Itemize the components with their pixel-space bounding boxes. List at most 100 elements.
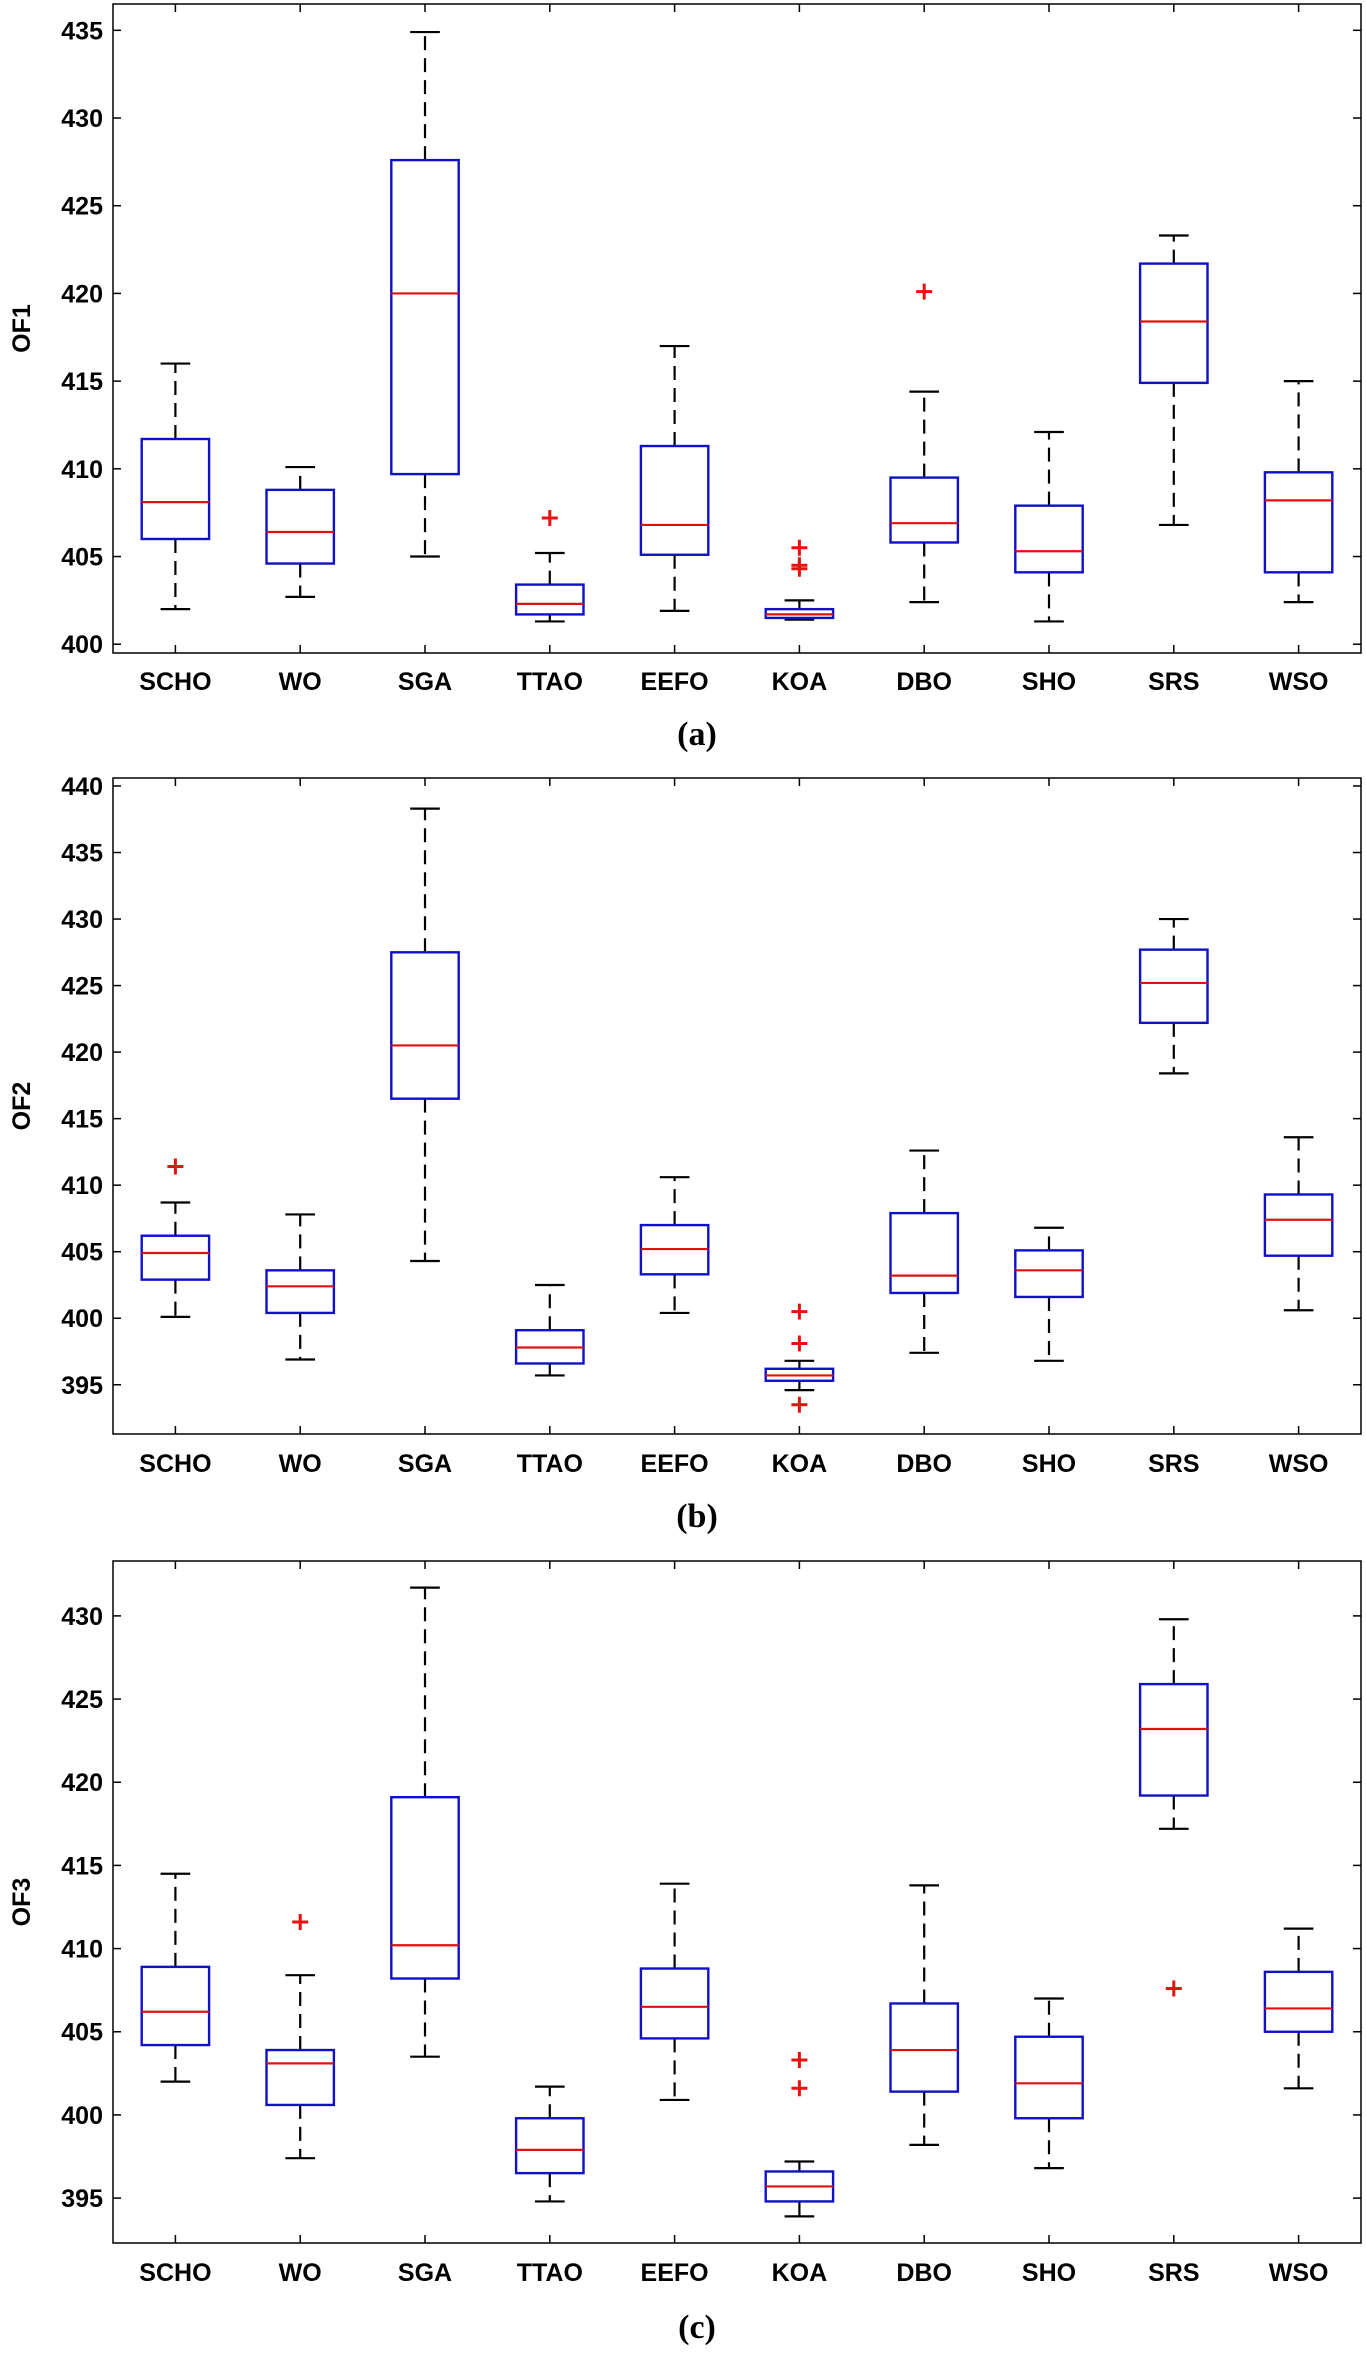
box-eefo bbox=[639, 1882, 710, 2102]
iqr-box bbox=[889, 2002, 960, 2093]
iqr-box bbox=[390, 158, 460, 476]
y-tick-label: 415 bbox=[61, 1106, 103, 1134]
iqr-box bbox=[1263, 1970, 1334, 2033]
box-ttao bbox=[514, 2085, 585, 2203]
y-tick-label: 420 bbox=[61, 1769, 103, 1797]
iqr-box bbox=[265, 488, 336, 565]
x-tick-label-dbo: DBO bbox=[896, 1450, 952, 1478]
x-tick-label-sga: SGA bbox=[398, 668, 452, 696]
y-tick-label: 425 bbox=[61, 1686, 103, 1714]
y-tick-label: 400 bbox=[61, 1305, 103, 1333]
box-koa bbox=[764, 2052, 835, 2218]
y-tick-label: 435 bbox=[61, 840, 103, 868]
y-tick-label: 430 bbox=[61, 105, 103, 133]
x-tick-label-scho: SCHO bbox=[139, 2259, 211, 2287]
iqr-box bbox=[265, 2048, 336, 2107]
panel-caption: (b) bbox=[676, 1498, 718, 1535]
y-axis-label: OF3 bbox=[8, 1878, 36, 1927]
box-wo bbox=[265, 1213, 336, 1361]
box-srs bbox=[1138, 1618, 1209, 1997]
iqr-box bbox=[140, 437, 211, 541]
iqr-box bbox=[1263, 1193, 1334, 1257]
x-tick-label-sho: SHO bbox=[1022, 2259, 1076, 2287]
outlier-marker bbox=[791, 2080, 808, 2097]
y-tick-label: 440 bbox=[61, 773, 103, 801]
x-tick-label-koa: KOA bbox=[772, 668, 828, 696]
x-tick-label-sga: SGA bbox=[398, 2259, 452, 2287]
y-tick-label: 425 bbox=[61, 193, 103, 221]
iqr-box bbox=[1138, 262, 1209, 385]
box-dbo bbox=[889, 1884, 960, 2146]
box-sho bbox=[1014, 1226, 1084, 1362]
box-scho bbox=[140, 362, 211, 611]
y-tick-label: 430 bbox=[61, 1603, 103, 1631]
box-koa bbox=[764, 1303, 835, 1413]
y-tick-label: 410 bbox=[61, 456, 103, 484]
box-sho bbox=[1014, 1997, 1084, 2170]
outlier-marker bbox=[1165, 1980, 1182, 1997]
box-koa bbox=[764, 539, 835, 621]
y-tick-label: 405 bbox=[61, 1239, 103, 1267]
y-tick-label: 430 bbox=[61, 906, 103, 934]
x-tick-label-wo: WO bbox=[279, 1450, 322, 1478]
outlier-marker bbox=[791, 1396, 808, 1413]
iqr-box bbox=[1138, 1682, 1209, 1797]
box-sga bbox=[390, 807, 460, 1263]
chart-panel-of1: 400 405 410 415 420 425 430 435 OF1 SCHO WO SGA TTAO… bbox=[8, 3, 1362, 753]
iqr-box bbox=[265, 1269, 336, 1315]
outlier-marker bbox=[791, 557, 808, 574]
x-tick-label-dbo: DBO bbox=[896, 668, 952, 696]
box-eefo bbox=[639, 344, 710, 613]
iqr-box bbox=[889, 1211, 960, 1295]
y-tick-label: 420 bbox=[61, 1039, 103, 1067]
x-tick-label-srs: SRS bbox=[1148, 2259, 1199, 2287]
x-tick-label-sga: SGA bbox=[398, 1450, 452, 1478]
x-tick-label-wo: WO bbox=[279, 2259, 322, 2287]
plot-frame bbox=[112, 3, 1362, 654]
box-ttao bbox=[514, 1283, 585, 1377]
x-tick-label-eefo: EEFO bbox=[641, 668, 709, 696]
y-tick-label: 395 bbox=[61, 2185, 103, 2213]
box-wo bbox=[265, 465, 336, 598]
y-axis-label: OF1 bbox=[8, 304, 36, 353]
x-tick-label-ttao: TTAO bbox=[517, 1450, 583, 1478]
outlier-marker bbox=[791, 1303, 808, 1320]
y-tick-label: 435 bbox=[61, 17, 103, 45]
outlier-marker bbox=[791, 1335, 808, 1352]
box-scho bbox=[140, 1872, 211, 2083]
box-wso bbox=[1263, 380, 1334, 604]
y-tick-label: 400 bbox=[61, 631, 103, 659]
iqr-box bbox=[889, 476, 960, 544]
iqr-box bbox=[639, 1967, 710, 2040]
outlier-marker bbox=[541, 509, 558, 526]
x-tick-label-ttao: TTAO bbox=[517, 2259, 583, 2287]
iqr-box bbox=[1014, 2035, 1084, 2120]
plot-frame bbox=[112, 1560, 1362, 2244]
box-dbo bbox=[889, 1149, 960, 1354]
iqr-box bbox=[390, 951, 460, 1100]
x-tick-label-scho: SCHO bbox=[139, 668, 211, 696]
x-tick-label-wo: WO bbox=[279, 668, 322, 696]
outlier-marker bbox=[292, 1913, 309, 1930]
x-tick-label-wso: WSO bbox=[1269, 668, 1329, 696]
y-tick-label: 410 bbox=[61, 1172, 103, 1200]
outlier-marker bbox=[791, 2052, 808, 2069]
y-tick-label: 410 bbox=[61, 1936, 103, 1964]
box-wo bbox=[265, 1913, 336, 2160]
plot-frame bbox=[112, 777, 1362, 1435]
x-tick-label-koa: KOA bbox=[772, 1450, 828, 1478]
iqr-box bbox=[1263, 471, 1334, 574]
y-tick-label: 400 bbox=[61, 2102, 103, 2130]
box-srs bbox=[1138, 917, 1209, 1075]
panel-caption: (c) bbox=[678, 2309, 716, 2346]
x-tick-label-eefo: EEFO bbox=[641, 2259, 709, 2287]
box-ttao bbox=[514, 509, 585, 623]
iqr-box bbox=[1138, 948, 1209, 1025]
x-tick-label-ttao: TTAO bbox=[517, 668, 583, 696]
x-tick-label-koa: KOA bbox=[772, 2259, 828, 2287]
y-tick-label: 420 bbox=[61, 280, 103, 308]
box-srs bbox=[1138, 234, 1209, 527]
y-tick-label: 415 bbox=[61, 368, 103, 396]
x-tick-label-eefo: EEFO bbox=[641, 1450, 709, 1478]
